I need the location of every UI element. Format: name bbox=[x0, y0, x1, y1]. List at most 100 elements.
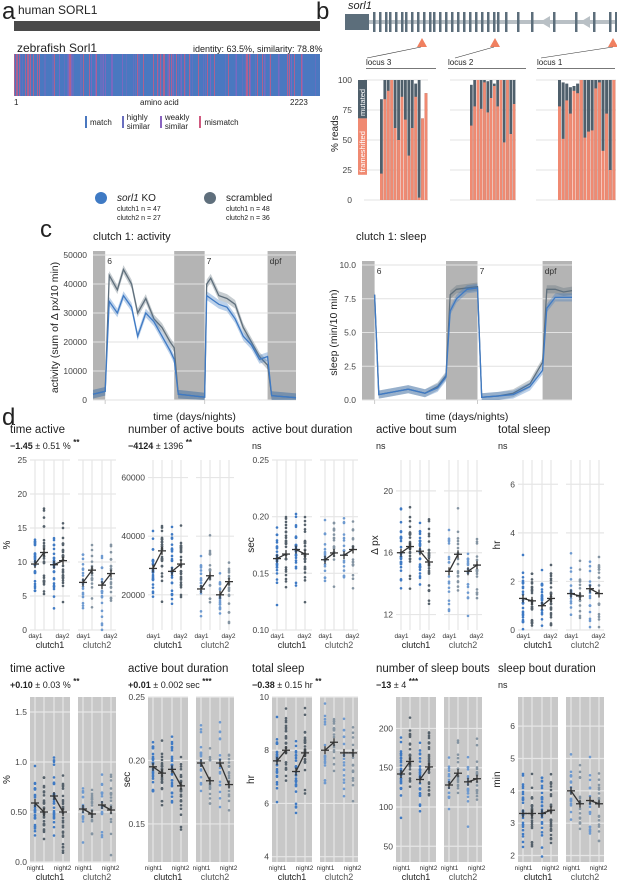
bar-frameshifted bbox=[572, 90, 576, 200]
data-point bbox=[160, 540, 164, 544]
data-point bbox=[109, 544, 113, 548]
data-point bbox=[61, 521, 65, 525]
data-point bbox=[52, 585, 56, 589]
data-point bbox=[332, 750, 336, 754]
data-point bbox=[323, 779, 327, 782]
data-point bbox=[549, 821, 553, 824]
data-point bbox=[179, 773, 183, 777]
data-point bbox=[569, 802, 573, 806]
exon bbox=[615, 12, 617, 32]
data-point bbox=[351, 586, 355, 590]
data-point bbox=[588, 810, 592, 814]
locus-pointer-line bbox=[454, 46, 495, 59]
data-point bbox=[81, 815, 85, 819]
data-point bbox=[90, 788, 94, 792]
alignment-stripe bbox=[103, 54, 104, 96]
data-point bbox=[399, 545, 403, 549]
data-point bbox=[521, 575, 525, 579]
data-point bbox=[456, 741, 460, 744]
data-point bbox=[61, 787, 65, 790]
data-point bbox=[160, 536, 164, 540]
data-point bbox=[427, 584, 431, 587]
data-point bbox=[597, 584, 601, 587]
y-tick-label: 25 bbox=[343, 165, 353, 175]
alignment-stripe bbox=[184, 54, 185, 96]
data-point bbox=[418, 803, 422, 806]
data-point bbox=[227, 561, 231, 564]
data-point bbox=[569, 818, 573, 821]
data-point bbox=[475, 784, 479, 787]
data-point bbox=[399, 529, 403, 533]
data-point bbox=[151, 752, 155, 756]
dotplot-title: time active bbox=[10, 663, 65, 675]
y-tick-label: 10000 bbox=[63, 366, 87, 376]
data-point bbox=[61, 849, 65, 853]
data-point bbox=[275, 737, 279, 741]
data-point bbox=[408, 729, 412, 732]
data-point bbox=[170, 795, 174, 798]
data-point bbox=[170, 525, 174, 529]
data-point bbox=[569, 810, 573, 814]
data-point bbox=[597, 786, 601, 789]
data-point bbox=[466, 755, 470, 759]
data-point bbox=[199, 554, 203, 558]
data-point bbox=[303, 544, 307, 548]
day-label: dpf bbox=[270, 256, 282, 266]
data-point bbox=[427, 785, 431, 789]
effect-error: ± 0.15 hr bbox=[274, 680, 316, 690]
data-point bbox=[418, 529, 422, 533]
mean-connector bbox=[448, 553, 459, 572]
mean-connector bbox=[152, 550, 163, 569]
data-point bbox=[447, 599, 451, 602]
y-tick-label: 3 bbox=[510, 818, 515, 828]
data-point bbox=[179, 813, 183, 817]
data-point bbox=[399, 767, 403, 771]
exon bbox=[487, 12, 490, 32]
bar-frameshifted bbox=[476, 80, 480, 200]
alignment-stripe bbox=[246, 54, 247, 96]
data-point bbox=[456, 542, 460, 546]
data-point bbox=[475, 789, 479, 793]
data-point bbox=[540, 822, 544, 825]
alignment-stripe bbox=[153, 54, 154, 96]
data-point bbox=[179, 555, 183, 559]
data-point bbox=[530, 823, 534, 826]
data-point bbox=[81, 553, 85, 556]
scrambled-clutch2-n: clutch2 n = 36 bbox=[226, 215, 270, 222]
alignment-stripe bbox=[163, 54, 164, 96]
exon bbox=[609, 12, 612, 32]
data-point bbox=[52, 800, 56, 803]
data-point bbox=[160, 777, 164, 781]
data-point bbox=[61, 584, 65, 588]
data-point bbox=[294, 790, 298, 793]
data-point bbox=[52, 813, 56, 817]
data-point bbox=[208, 755, 212, 759]
data-point bbox=[578, 586, 582, 590]
x-cat-label: night1 bbox=[393, 865, 411, 872]
data-point bbox=[540, 597, 544, 601]
bar-frameshifted bbox=[421, 118, 424, 200]
data-point bbox=[208, 584, 212, 587]
data-point bbox=[418, 539, 422, 543]
sorl1-ko-clutch2-n: clutch2 n = 27 bbox=[117, 215, 161, 222]
data-point bbox=[275, 786, 279, 790]
y-axis-label: % bbox=[2, 775, 13, 784]
y-tick-label: 0.15 bbox=[128, 819, 145, 829]
data-point bbox=[294, 754, 298, 757]
data-point bbox=[160, 752, 164, 756]
facet-background bbox=[566, 460, 604, 630]
data-point bbox=[578, 614, 582, 618]
data-point bbox=[100, 566, 104, 569]
legend-mutated-box bbox=[358, 80, 367, 119]
bar-frameshifted bbox=[583, 137, 587, 200]
exon bbox=[405, 12, 408, 32]
data-point bbox=[170, 759, 174, 762]
data-point bbox=[418, 770, 422, 774]
data-point bbox=[323, 720, 327, 724]
data-point bbox=[332, 533, 336, 536]
y-tick-label: 2.5 bbox=[344, 361, 356, 371]
data-point bbox=[447, 778, 451, 782]
data-point bbox=[284, 577, 288, 581]
data-point bbox=[475, 575, 479, 578]
